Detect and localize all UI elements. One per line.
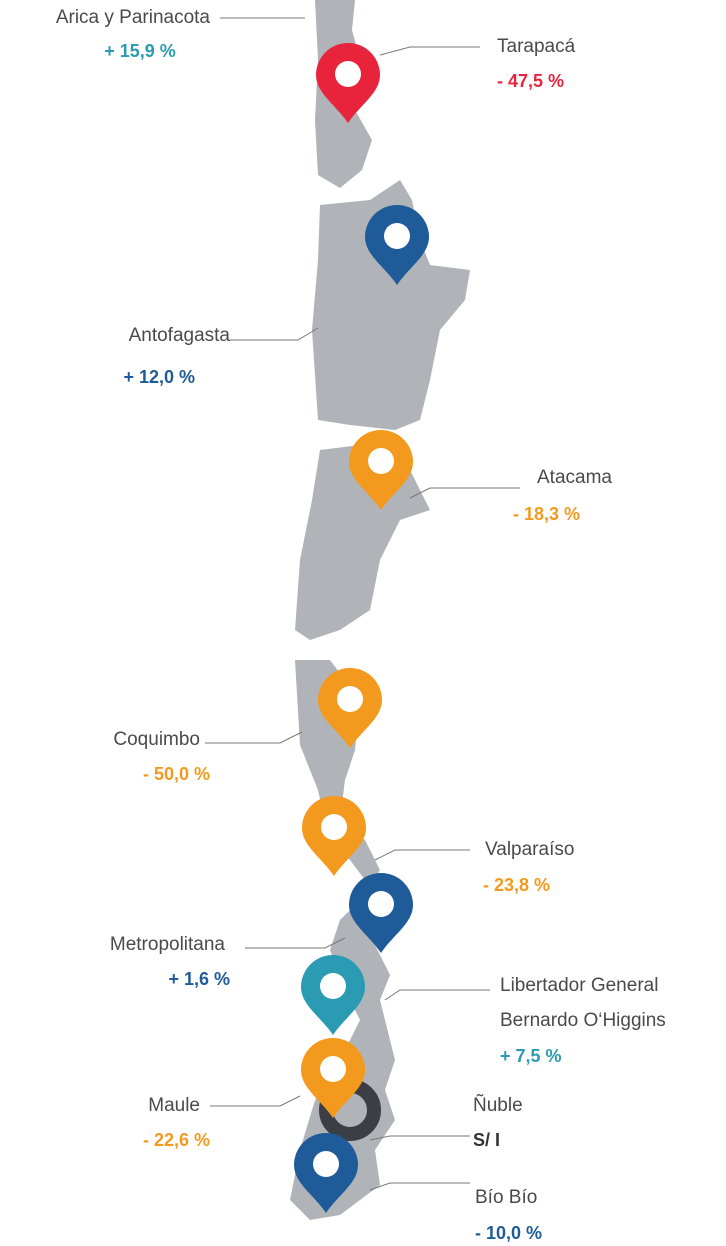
marker-hole [321,814,347,840]
leader-line [205,731,303,744]
marker-hole [368,891,394,917]
region-name: Arica y Parinacota [56,7,211,28]
leader-line [379,46,480,56]
marker-hole [313,1151,339,1177]
leader-line [369,1135,470,1141]
leader-line [409,487,520,499]
region-change: + 1,6 % [168,969,230,989]
region-change: - 23,8 % [483,875,550,895]
region-name: Libertador General [500,975,658,996]
region-name: Bernardo O‘Higgins [500,1010,666,1031]
region-change: - 47,5 % [497,71,564,91]
region-change: - 50,0 % [143,764,210,784]
region-name: Coquimbo [113,729,200,750]
marker-hole [368,448,394,474]
leader-line [369,1182,470,1191]
region-change: S/ I [473,1130,500,1150]
region-change: - 22,6 % [143,1130,210,1150]
marker-hole [320,973,346,999]
region-name: Atacama [537,467,612,488]
region-change: - 18,3 % [513,504,580,524]
leader-line [210,1095,301,1107]
region-change: + 7,5 % [500,1046,562,1066]
region-name: Metropolitana [110,934,226,955]
leader-line [384,989,490,1001]
region-change: - 10,0 % [475,1223,542,1243]
country-shape [290,0,470,1220]
region-name: Tarapacá [497,36,576,57]
leader-line [230,327,319,341]
marker-hole [320,1056,346,1082]
marker-hole [337,686,363,712]
region-change: + 15,9 % [104,41,176,61]
region-name: Ñuble [473,1094,523,1116]
region-name: Antofagasta [129,325,231,346]
marker-hole [335,61,361,87]
leader-line [374,849,470,861]
region-name: Maule [148,1095,200,1116]
region-name: Bío Bío [475,1187,537,1208]
region-name: Valparaíso [485,839,574,860]
marker-hole [384,223,410,249]
region-change: + 12,0 % [123,367,195,387]
leader-line [245,937,346,949]
